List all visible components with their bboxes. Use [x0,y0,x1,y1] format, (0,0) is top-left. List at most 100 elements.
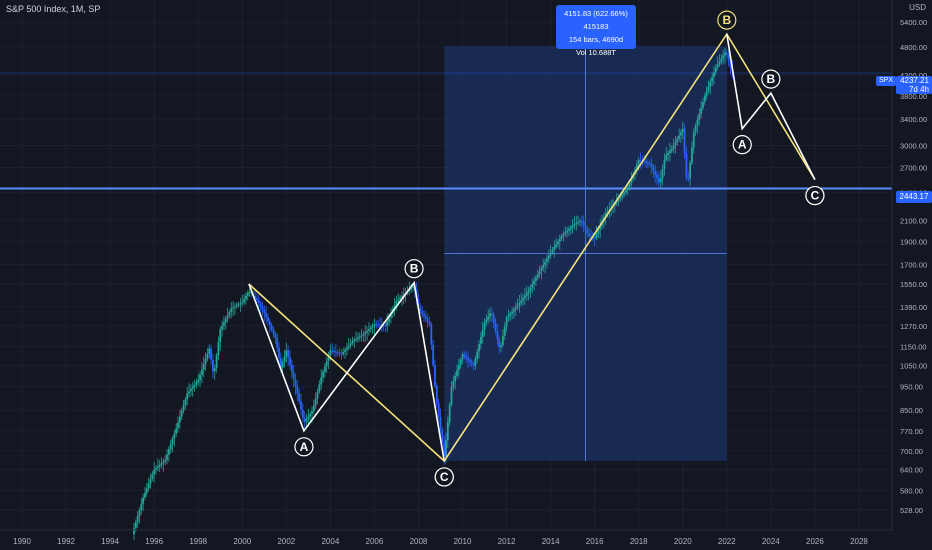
candle-body [281,361,284,368]
y-tick-label: 3800.00 [900,92,927,101]
candle-body [696,119,699,126]
candle-body [531,284,534,288]
x-tick-label: 1992 [57,537,75,546]
candle-body [527,290,530,294]
candle-body [575,223,578,225]
candle-body [158,464,161,467]
wave-label-circle [732,135,752,155]
candle-body [443,443,446,457]
candle-body [410,287,413,290]
candle-body [145,488,148,493]
candle-body [235,305,238,307]
candle-body [160,463,163,465]
candle-body [514,307,517,310]
candle-body [379,324,381,326]
candle-body [713,72,715,77]
candle-body [511,311,513,314]
x-tick-label: 2018 [630,537,648,546]
candle-body [270,325,273,330]
candle-body [593,237,596,239]
candle-body [138,509,141,517]
y-tick-label: 950.00 [900,383,923,392]
candle-body [709,81,712,87]
candle-body [178,416,181,423]
symbol-title[interactable]: S&P 500 Index, 1M, SP [6,4,101,14]
x-tick-label: 2008 [410,537,428,546]
candle-body [518,302,521,306]
candle-body [171,438,174,445]
candle-body [336,352,339,354]
candle-body [496,330,499,339]
candle-body [292,371,295,380]
wave-label: C [811,189,820,203]
candle-body [500,344,502,348]
candle-body [224,318,227,323]
candle-body [390,313,392,318]
candle-body [151,474,154,479]
candle-body [164,460,167,462]
candle-body [213,368,216,372]
candle-body [287,350,290,358]
candle-body [702,101,704,108]
candle-body [568,228,570,231]
candle-body [265,313,268,318]
x-tick-label: 2002 [277,537,295,546]
candle-body [426,318,429,322]
candle-body [237,304,240,306]
candle-body [467,357,469,360]
candle-body [384,325,387,327]
candle-body [263,309,266,314]
candle-body [180,410,183,417]
candle-body [604,213,607,218]
candle-body [219,329,222,343]
candle-body [643,161,646,163]
candle-body [557,241,559,245]
candle-body [659,178,662,183]
candle-body [230,308,233,312]
candle-body [549,252,552,256]
candle-body [689,163,692,179]
wave-label: B [722,13,731,27]
horizontal-level [0,72,892,190]
candle-body [246,292,249,297]
candle-body [259,302,262,307]
candle-body [169,444,172,450]
candle-body [630,178,633,184]
candle-body [362,334,365,336]
candle-body [342,351,345,355]
x-tick-label: 2020 [674,537,692,546]
candle-body [322,371,324,378]
candle-body [312,405,315,412]
last-price-tag: 4237.21 7d 4h [896,76,932,94]
candle-body [412,286,414,288]
candle-body [718,61,721,65]
candle-body [580,221,583,223]
candle-body [300,401,302,410]
wave-label: C [440,470,449,484]
y-tick-label: 1390.00 [900,303,927,312]
candle-body [619,196,622,199]
wave-label: B [767,72,776,86]
x-tick-label: 1994 [101,537,119,546]
candle-body [402,294,405,296]
candle-body [513,309,515,312]
candle-body [522,298,524,301]
candle-body [474,358,477,366]
candle-body [261,306,264,310]
candle-body [599,225,602,230]
candle-body [136,516,139,523]
candle-body [193,384,196,387]
candle-body [357,337,359,339]
candle-body [206,353,209,360]
x-tick-label: 2022 [718,537,736,546]
candle-body [566,230,569,233]
candle-body [498,338,501,348]
candle-body [437,403,440,417]
bar-countdown: 7d 4h [908,85,929,94]
wave-label-circle [717,10,737,30]
candle-body [678,135,680,139]
y-tick-label: 3000.00 [900,141,927,150]
wave-label-circle [434,467,454,487]
